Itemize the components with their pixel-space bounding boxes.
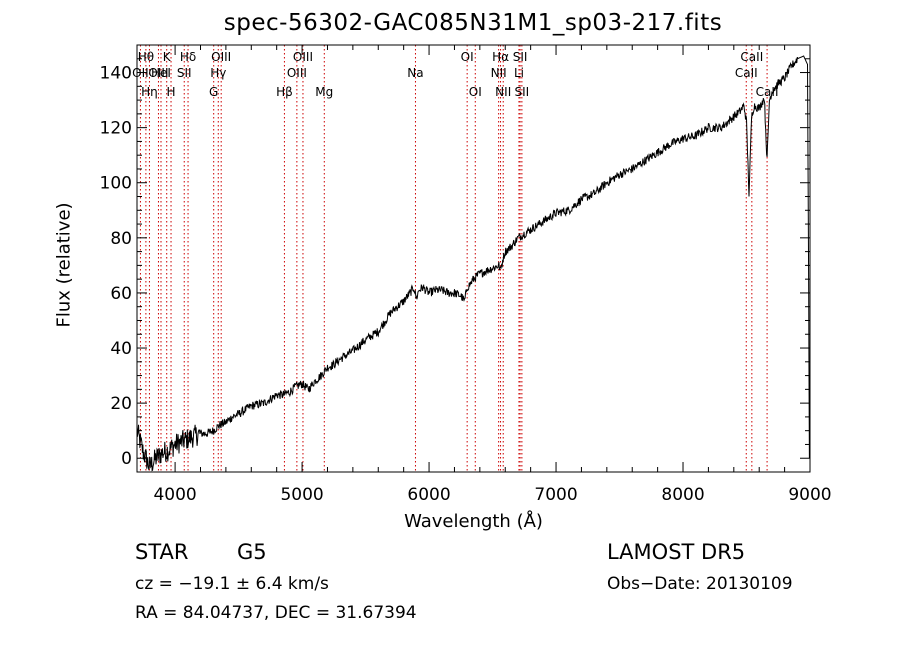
y-tick-label: 80	[110, 229, 132, 249]
x-tick-label: 9000	[788, 485, 831, 505]
line-marker-label: Hδ	[180, 50, 196, 64]
line-marker-label: NII	[491, 66, 507, 80]
line-marker-label: OIII	[287, 66, 307, 80]
line-marker-label: CaII	[740, 50, 763, 64]
line-marker-label: Hα	[492, 50, 509, 64]
y-tick-label: 140	[100, 64, 132, 84]
tick-labels: 4000 5000 6000 7000 8000 9000 0 20 40 60 80 100 120 1…	[100, 64, 832, 505]
plot-axes	[136, 44, 811, 473]
x-tick-label: 7000	[534, 485, 577, 505]
line-marker-label: SII	[515, 85, 530, 99]
line-marker-label: Hβ	[276, 85, 293, 99]
line-marker-label: CaII	[735, 66, 758, 80]
line-marker-label: OII	[132, 66, 149, 80]
y-tick-label: 100	[100, 174, 132, 194]
y-tick-label: 40	[110, 339, 132, 359]
spectrum-line	[136, 55, 810, 472]
survey-name: LAMOST DR5	[607, 540, 746, 564]
x-tick-label: 5000	[280, 485, 323, 505]
line-marker-label: Hγ	[210, 66, 226, 80]
line-marker-label: Li	[514, 66, 524, 80]
line-marker-label: OIII	[148, 66, 168, 80]
spectral-subclass: G5	[237, 540, 267, 564]
line-marker-label: SII	[177, 66, 192, 80]
y-tick-label: 0	[121, 449, 132, 469]
line-marker-label: G	[209, 85, 218, 99]
y-tick-label: 20	[110, 394, 132, 414]
coordinates: RA = 84.04737, DEC = 31.67394	[135, 603, 417, 623]
line-marker-label: OI	[461, 50, 474, 64]
line-marker-label: Hθ	[138, 50, 154, 64]
redshift-velocity: cz = −19.1 ± 6.4 km/s	[135, 574, 329, 594]
line-marker-label: Hη	[141, 85, 158, 99]
x-tick-label: 4000	[153, 485, 196, 505]
y-axis-label: Flux (relative)	[53, 202, 75, 328]
y-tick-label: 60	[110, 284, 132, 304]
line-markers	[139, 45, 768, 472]
line-marker-label: Na	[407, 66, 423, 80]
line-marker-label: HeI	[151, 66, 171, 80]
spectrum-series	[136, 55, 810, 472]
x-tick-label: 6000	[407, 485, 450, 505]
object-type: STAR	[135, 540, 189, 564]
y-tick-label: 120	[100, 119, 132, 139]
x-tick-label: 8000	[661, 485, 704, 505]
line-marker-label: Mg	[315, 85, 333, 99]
line-marker-labels: OIIHθHηOIIIHeIKHSIIHδGHγOIIIHβOIIIOIIIMg…	[132, 50, 778, 99]
chart-title: spec-56302-GAC085N31M1_sp03-217.fits	[223, 10, 723, 36]
line-marker-label: SII	[513, 50, 528, 64]
line-marker-label: OIII	[293, 50, 313, 64]
line-marker-label: K	[163, 50, 172, 64]
observation-date: Obs−Date: 20130109	[607, 574, 793, 594]
line-marker-label: OIII	[211, 50, 231, 64]
line-marker-label: CaII	[756, 85, 779, 99]
line-marker-label: H	[167, 85, 176, 99]
x-axis-label: Wavelength (Å)	[404, 511, 543, 532]
line-marker-label: NII	[495, 85, 511, 99]
plot-frame	[136, 44, 811, 473]
line-marker-label: OI	[469, 85, 482, 99]
